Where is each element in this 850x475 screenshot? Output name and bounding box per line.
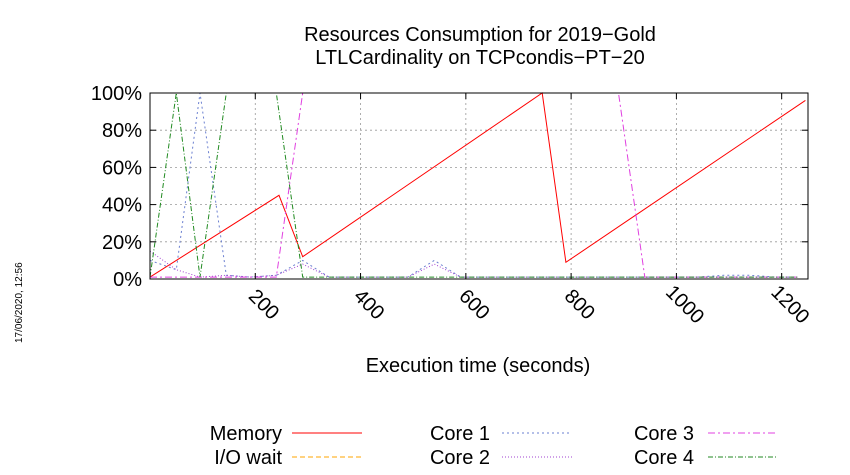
x-tick-label: 200 [244, 285, 283, 324]
series-line-memory [149, 92, 806, 278]
legend-label-core-1: Core 1 [430, 423, 490, 445]
y-tick-label: 60% [102, 157, 142, 179]
y-tick-label: 20% [102, 232, 142, 254]
legend-label-core-3: Core 3 [634, 423, 694, 445]
plot-frame [149, 92, 809, 280]
chart-subtitle: LTLCardinality on TCPcondis−PT−20 [315, 47, 644, 69]
series-line-core-1 [149, 92, 798, 278]
x-tick-label: 800 [560, 285, 599, 324]
x-tick-label: 1200 [766, 281, 813, 328]
legend-label-i-o-wait: I/O wait [214, 447, 282, 469]
series-line-core-3 [150, 92, 798, 278]
timestamp: 17/06/2020, 12:56 [14, 262, 25, 343]
series-lines [149, 92, 808, 280]
chart-title: Resources Consumption for 2019−Gold [304, 24, 656, 46]
legend-label-core-2: Core 2 [430, 447, 490, 469]
grid-lines [150, 92, 808, 280]
x-tick-label: 600 [455, 285, 494, 324]
legend-label-core-4: Core 4 [634, 447, 694, 469]
y-tick-label: 40% [102, 195, 142, 217]
y-tick-label: 0% [113, 269, 142, 291]
axis-ticks: 0% 20% 40% 60% 80% 100% 200 400 600 800 1000 1200 [91, 83, 814, 328]
legend-label-memory: Memory [210, 423, 282, 445]
series-line-core-4 [149, 92, 798, 278]
x-axis-label: Execution time (seconds) [366, 355, 591, 377]
x-tick-label: 1000 [661, 281, 708, 328]
y-tick-label: 100% [91, 83, 142, 105]
series-line-core-2 [149, 250, 798, 278]
y-tick-label: 80% [102, 120, 142, 142]
x-tick-label: 400 [349, 285, 388, 324]
